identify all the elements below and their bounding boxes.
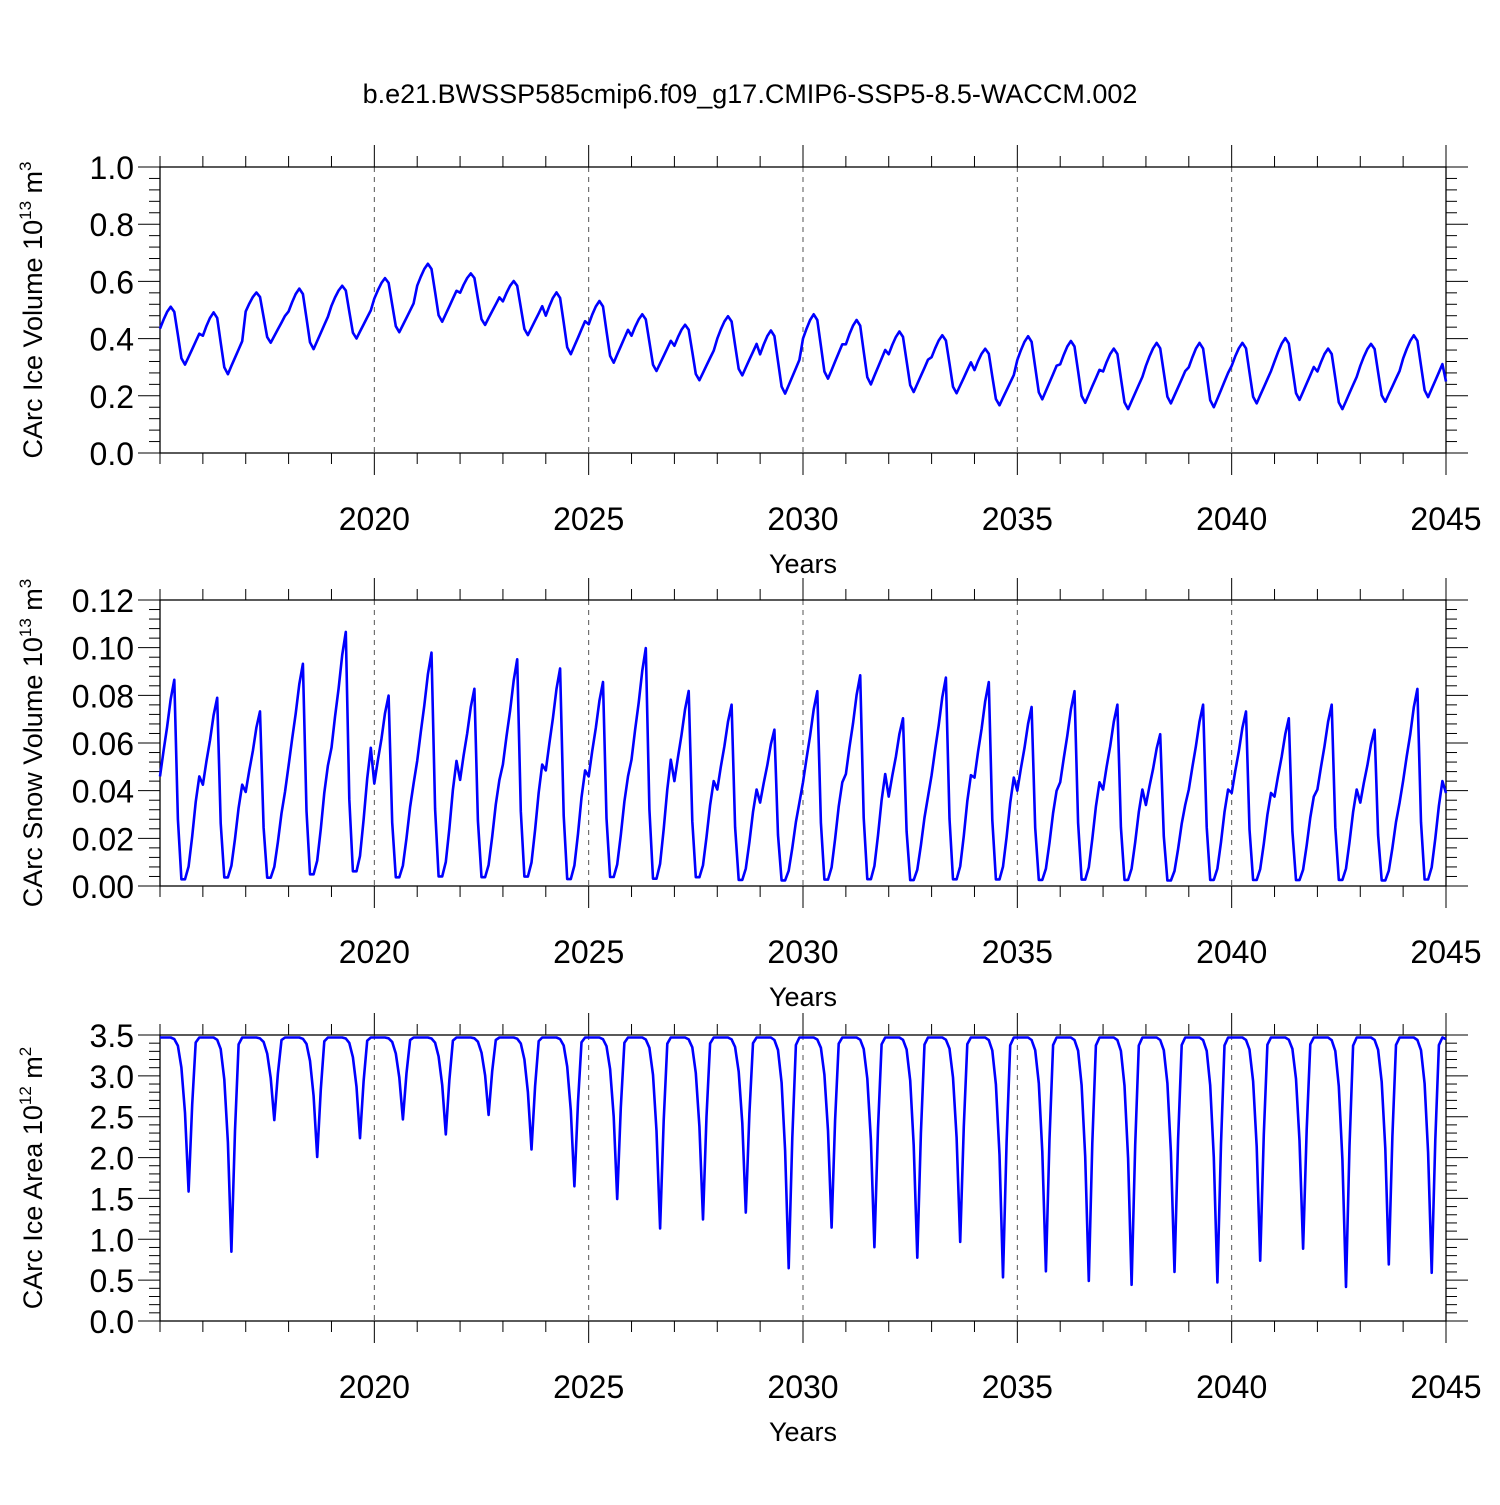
- x-tick-label: 2035: [982, 501, 1053, 537]
- x-tick-label: 2020: [339, 501, 410, 537]
- panel-3: 2020 2025 2030 2035 2040 2045 Years 0.0 0.5 1.0 1.…: [16, 1013, 1482, 1447]
- chart-title: b.e21.BWSSP585cmip6.f09_g17.CMIP6-SSP5-8…: [363, 79, 1138, 109]
- y-tick-label: 0.00: [72, 869, 134, 905]
- y-tick-label: 0.6: [90, 264, 134, 300]
- x-tick-label: 2040: [1196, 1369, 1267, 1405]
- y-tick-label: 2.5: [90, 1100, 134, 1136]
- x-axis-label: Years: [769, 982, 837, 1012]
- y-tick-label: 0.10: [72, 631, 134, 667]
- x-tick-label: 2035: [982, 934, 1053, 970]
- y-tick-label: 0.4: [90, 322, 134, 358]
- y-tick-label: 3.0: [90, 1059, 134, 1095]
- y-axis-label: CArc Snow Volume 1013 m3: [16, 579, 48, 908]
- x-tick-label: 2025: [553, 501, 624, 537]
- y-tick-label: 1.0: [90, 150, 134, 186]
- y-axis-label: CArc Ice Area 1012 m2: [16, 1047, 48, 1310]
- y-tick-label: 0.08: [72, 678, 134, 714]
- x-tick-label: 2045: [1410, 501, 1481, 537]
- series-line: [158, 262, 1448, 411]
- y-tick-label: 0.0: [90, 436, 134, 472]
- x-tick-label: 2035: [982, 1369, 1053, 1405]
- panel-2: 2020 2025 2030 2035 2040 2045 Years 0.00 0.02 0.0…: [16, 578, 1482, 1012]
- y-tick-label: 3.5: [90, 1018, 134, 1054]
- y-tick-label: 0.5: [90, 1263, 134, 1299]
- x-tick-label: 2020: [339, 1369, 410, 1405]
- y-tick-label: 0.0: [90, 1304, 134, 1340]
- x-tick-label: 2020: [339, 934, 410, 970]
- y-tick-label: 0.12: [72, 583, 134, 619]
- x-tick-label: 2040: [1196, 501, 1267, 537]
- y-tick-label: 0.8: [90, 207, 134, 243]
- x-tick-label: 2030: [767, 501, 838, 537]
- x-tick-label: 2025: [553, 1369, 624, 1405]
- panel-1: 2020 2025 2030 2035 2040 2045 Years 0.0 0.2 0.4 0.…: [16, 145, 1482, 579]
- x-tick-label: 2045: [1410, 934, 1481, 970]
- y-tick-label: 1.5: [90, 1181, 134, 1217]
- series-line: [160, 1036, 1447, 1289]
- y-tick-label: 0.06: [72, 726, 134, 762]
- x-tick-label: 2040: [1196, 934, 1267, 970]
- y-axis-label: CArc Ice Volume 1013 m3: [16, 161, 48, 458]
- x-tick-label: 2025: [553, 934, 624, 970]
- x-axis-label: Years: [769, 1417, 837, 1447]
- x-axis-label: Years: [769, 549, 837, 579]
- y-tick-label: 1.0: [90, 1222, 134, 1258]
- series-line: [158, 630, 1448, 882]
- x-tick-label: 2045: [1410, 1369, 1481, 1405]
- y-tick-label: 0.2: [90, 379, 134, 415]
- x-tick-label: 2030: [767, 934, 838, 970]
- x-tick-label: 2030: [767, 1369, 838, 1405]
- y-tick-label: 0.02: [72, 821, 134, 857]
- y-tick-label: 0.04: [72, 774, 134, 810]
- y-tick-label: 2.0: [90, 1141, 134, 1177]
